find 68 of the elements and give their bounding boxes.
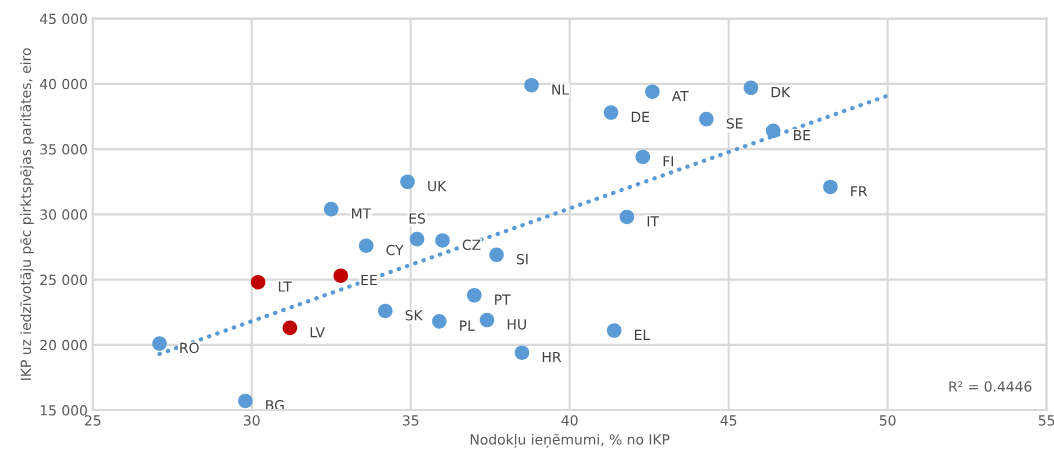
point: [699, 111, 714, 127]
annotation: HU: [507, 319, 526, 330]
point: [479, 312, 495, 328]
point: [435, 233, 450, 248]
point: [645, 84, 660, 99]
y-tick-label: 30 000: [40, 209, 87, 220]
x-tick-label: 50: [879, 415, 896, 426]
point: [524, 77, 539, 93]
annotation: PL: [460, 320, 475, 331]
point: [152, 336, 167, 351]
y-tick-label: 45 000: [39, 13, 87, 25]
point: [323, 201, 339, 217]
point: [514, 345, 530, 360]
point: [635, 149, 651, 165]
y-axis-title: IKP uz iedzīvotāju pēc pirktspējas paritātes, eiro: [20, 48, 34, 380]
annotation: DE: [631, 111, 650, 122]
point: [358, 238, 374, 253]
annotation: EL: [635, 329, 651, 340]
annotation: SK: [405, 310, 423, 321]
annotation: LV: [310, 327, 325, 338]
point: [619, 209, 635, 225]
point: [467, 287, 482, 303]
point: [432, 314, 447, 329]
point: [603, 105, 619, 120]
annotation: PT: [495, 294, 511, 305]
y-tick-label: 25 000: [40, 274, 87, 286]
annotation: UK: [428, 181, 447, 192]
annotation: RO: [180, 342, 199, 354]
x-tick-label: 30: [243, 415, 260, 426]
annotation: SI: [516, 253, 528, 265]
annotation: R² = 0.4446: [949, 381, 1032, 392]
point: [282, 320, 298, 336]
x-tick-label: 35: [402, 415, 419, 426]
annotation: FI: [663, 156, 673, 167]
annotation: IT: [647, 216, 659, 227]
point: [765, 123, 781, 139]
point: [250, 274, 266, 290]
point: [377, 303, 393, 319]
point: [400, 174, 415, 190]
annotation: CZ: [462, 239, 481, 251]
annotation: ES: [409, 213, 426, 224]
annotation: SE: [726, 118, 743, 129]
point: [489, 247, 504, 263]
annotation: FR: [851, 186, 868, 197]
annotation: CY: [386, 244, 404, 256]
point: [823, 179, 838, 195]
x-axis-title: Nodokļu ieņēmumi, % no IKP: [470, 433, 670, 448]
point: [743, 80, 759, 96]
annotation: BE: [793, 130, 811, 141]
x-tick-label: 55: [1038, 415, 1054, 426]
x-tick-label: 40: [561, 415, 578, 426]
annotation: DK: [771, 87, 791, 98]
y-tick-label: 20 000: [40, 339, 87, 351]
annotation: MT: [352, 208, 372, 219]
point: [606, 323, 622, 338]
annotation: EE: [361, 274, 377, 286]
annotation: NL: [552, 84, 570, 95]
y-tick-label: 15 000: [40, 405, 87, 416]
annotation: HR: [542, 351, 562, 363]
x-tick-label: 25: [84, 415, 101, 426]
x-tick-label: 45: [720, 415, 737, 426]
point: [409, 231, 425, 247]
point: [238, 393, 253, 409]
annotation: LT: [278, 281, 292, 292]
point: [333, 268, 349, 283]
y-tick-label: 35 000: [40, 144, 87, 155]
annotation: AT: [671, 90, 689, 102]
y-tick-label: 40 000: [39, 78, 87, 90]
